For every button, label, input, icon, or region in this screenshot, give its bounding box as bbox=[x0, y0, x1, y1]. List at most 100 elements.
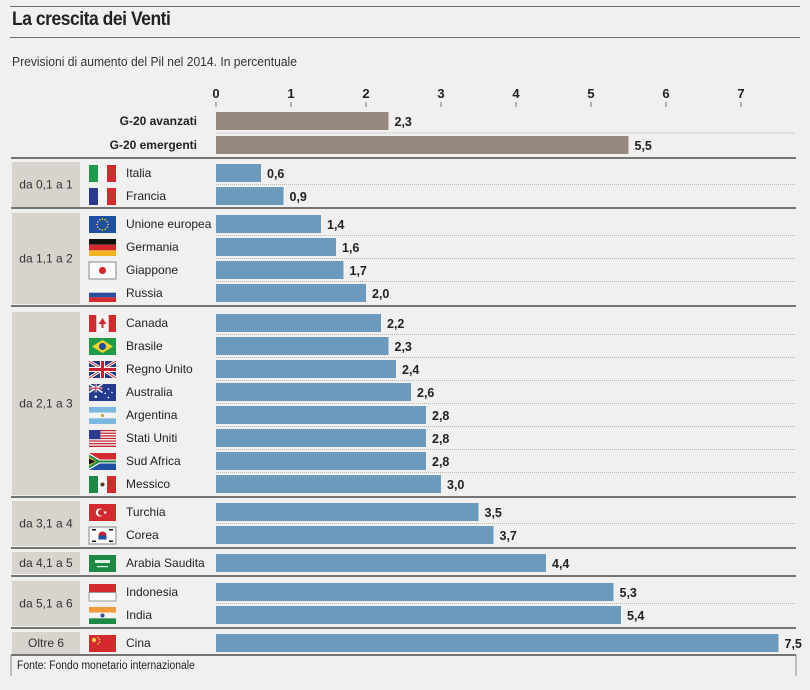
germany-flag-icon bbox=[89, 239, 116, 256]
country-label: Messico bbox=[126, 477, 170, 491]
source-note: Fonte: Fondo monetario internazionale bbox=[17, 660, 195, 672]
country-label: Canada bbox=[126, 316, 168, 330]
country-value-label: 3,5 bbox=[485, 506, 502, 520]
x-tick-label: 6 bbox=[662, 86, 669, 101]
country-label: Giappone bbox=[126, 263, 178, 277]
country-value-label: 0,9 bbox=[290, 190, 307, 204]
x-tick-label: 2 bbox=[362, 86, 369, 101]
x-tick-label: 0 bbox=[212, 86, 219, 101]
title-rule bbox=[10, 37, 800, 38]
country-value-label: 1,7 bbox=[350, 264, 367, 278]
country-value-label: 2,8 bbox=[432, 432, 449, 446]
aggregate-label: G-20 emergenti bbox=[110, 138, 197, 152]
country-bar bbox=[216, 452, 426, 470]
country-value-label: 5,4 bbox=[627, 609, 644, 623]
country-bar bbox=[216, 360, 396, 378]
country-value-label: 2,2 bbox=[387, 317, 404, 331]
country-label: Francia bbox=[126, 189, 166, 203]
country-label: Corea bbox=[126, 528, 159, 542]
chart-title: La crescita dei Venti bbox=[12, 9, 171, 30]
group-range-label: da 0,1 a 1 bbox=[19, 178, 73, 192]
x-tick-label: 5 bbox=[587, 86, 594, 101]
group-range-box bbox=[12, 632, 80, 654]
x-tick-label: 3 bbox=[437, 86, 444, 101]
korea-flag-icon bbox=[88, 526, 117, 545]
south-africa-flag-icon bbox=[89, 453, 116, 470]
group-range-label: da 4,1 a 5 bbox=[19, 556, 73, 570]
aggregate-label: G-20 avanzati bbox=[120, 114, 197, 128]
country-label: India bbox=[126, 608, 152, 622]
indonesia-flag-icon bbox=[88, 584, 117, 602]
china-flag-icon bbox=[89, 635, 116, 652]
country-bar bbox=[216, 583, 614, 601]
country-value-label: 1,4 bbox=[327, 218, 344, 232]
country-bar bbox=[216, 284, 366, 302]
country-label: Turchia bbox=[126, 505, 166, 519]
country-value-label: 2,8 bbox=[432, 455, 449, 469]
aggregate-value-label: 2,3 bbox=[395, 115, 412, 129]
country-bar bbox=[216, 429, 426, 447]
group-range-box bbox=[12, 213, 80, 304]
country-bar bbox=[216, 406, 426, 424]
country-label: Arabia Saudita bbox=[126, 556, 205, 570]
top-rule bbox=[10, 6, 800, 7]
country-label: Russia bbox=[126, 286, 163, 300]
country-bar bbox=[216, 634, 779, 652]
country-value-label: 2,3 bbox=[395, 340, 412, 354]
group-range-label: da 2,1 a 3 bbox=[19, 397, 73, 411]
uk-flag-icon bbox=[88, 359, 117, 380]
group-range-box bbox=[12, 312, 80, 495]
country-value-label: 2,8 bbox=[432, 409, 449, 423]
country-bar bbox=[216, 187, 284, 205]
turkey-flag-icon bbox=[89, 504, 116, 521]
country-bar bbox=[216, 526, 494, 544]
usa-flag-icon bbox=[89, 430, 116, 449]
country-bar bbox=[216, 606, 621, 624]
country-bar bbox=[216, 475, 441, 493]
italy-flag-icon bbox=[89, 165, 116, 182]
australia-flag-icon bbox=[88, 383, 116, 401]
country-value-label: 2,6 bbox=[417, 386, 434, 400]
x-tick-label: 4 bbox=[512, 86, 520, 101]
group-range-box bbox=[12, 552, 80, 574]
country-value-label: 3,7 bbox=[500, 529, 517, 543]
x-tick-label: 1 bbox=[287, 86, 294, 101]
country-bar bbox=[216, 314, 381, 332]
eu-flag-icon bbox=[89, 216, 116, 233]
country-value-label: 5,3 bbox=[620, 586, 637, 600]
mexico-flag-icon bbox=[89, 476, 116, 493]
country-label: Regno Unito bbox=[126, 362, 193, 376]
aggregate-bar bbox=[216, 136, 629, 154]
country-label: Italia bbox=[126, 166, 152, 180]
country-label: Australia bbox=[126, 385, 173, 399]
country-label: Argentina bbox=[126, 408, 178, 422]
aggregate-value-label: 5,5 bbox=[635, 139, 652, 153]
country-bar bbox=[216, 261, 344, 279]
country-bar bbox=[216, 503, 479, 521]
country-value-label: 1,6 bbox=[342, 241, 359, 255]
country-bar bbox=[216, 337, 389, 355]
france-flag-icon bbox=[89, 188, 116, 205]
group-range-box bbox=[12, 162, 80, 207]
group-range-label: da 1,1 a 2 bbox=[19, 252, 73, 266]
country-label: Brasile bbox=[126, 339, 163, 353]
chart-subtitle: Previsioni di aumento del Pil nel 2014. … bbox=[12, 54, 297, 69]
argentina-flag-icon bbox=[89, 407, 116, 424]
russia-flag-icon bbox=[89, 288, 116, 302]
country-bar bbox=[216, 554, 546, 572]
group-range-label: da 5,1 a 6 bbox=[19, 597, 73, 611]
india-flag-icon bbox=[89, 607, 116, 624]
group-range-box bbox=[12, 581, 80, 626]
country-value-label: 0,6 bbox=[267, 167, 284, 181]
country-value-label: 2,4 bbox=[402, 363, 419, 377]
canada-flag-icon bbox=[89, 315, 116, 332]
country-label: Unione europea bbox=[126, 217, 212, 231]
country-value-label: 2,0 bbox=[372, 287, 389, 301]
group-range-label: Oltre 6 bbox=[28, 636, 64, 650]
country-bar bbox=[216, 215, 321, 233]
country-label: Stati Uniti bbox=[126, 431, 177, 445]
country-bar bbox=[216, 383, 411, 401]
x-tick-label: 7 bbox=[737, 86, 744, 101]
country-value-label: 7,5 bbox=[785, 637, 802, 651]
